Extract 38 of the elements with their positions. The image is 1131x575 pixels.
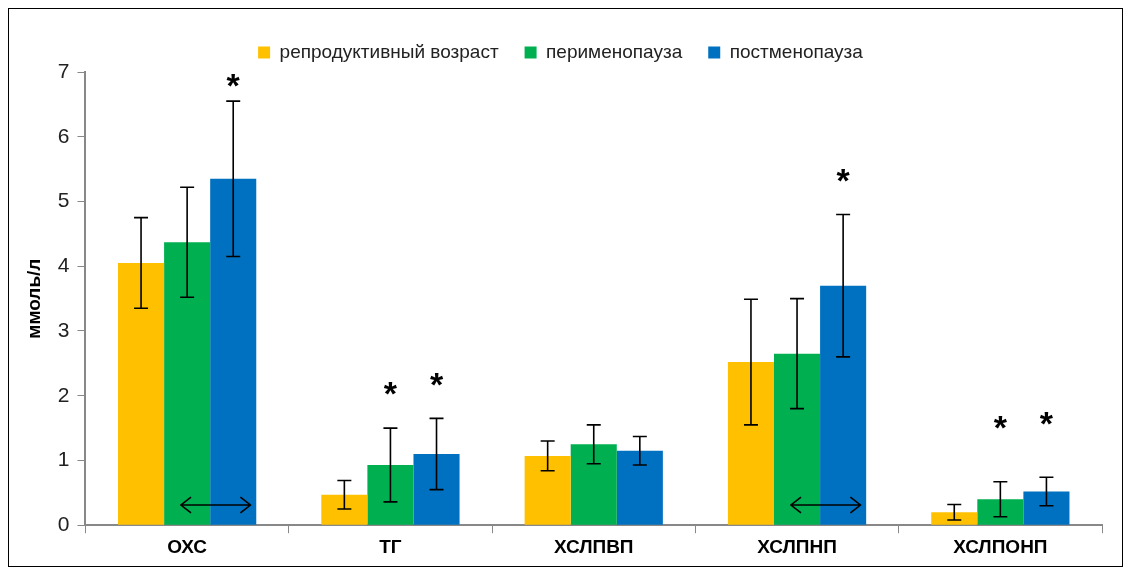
bar [774,353,821,525]
bar [820,285,867,525]
y-tick-label: 7 [57,58,70,82]
bar [931,512,978,525]
y-tick-label: 2 [57,382,70,406]
y-tick-label: 6 [57,123,70,147]
bar [616,450,663,525]
y-tick-label: 1 [57,447,70,471]
annotation: * [226,65,241,104]
legend-label: постменопауза [729,40,864,62]
bar [524,455,571,525]
y-tick-label: 0 [57,512,70,535]
annotation: * [993,408,1008,447]
x-tick-label: ТГ [379,535,402,557]
x-tick-label: ХСЛПНП [757,535,837,557]
legend-label: перименопауза [546,40,683,62]
bar [321,494,368,525]
annotation: * [1039,403,1054,442]
y-tick-label: 4 [57,253,70,277]
bar [118,262,165,525]
bar [977,499,1024,525]
bar [570,444,617,525]
bar [413,453,460,525]
legend-label: репродуктивный возраст [279,40,499,62]
annotation: * [429,364,444,403]
x-tick-label: ХСЛПВП [553,535,634,557]
bar [1023,491,1070,525]
bar [367,464,414,525]
y-tick-label: 5 [57,188,70,212]
bar [727,362,774,525]
x-tick-label: ХСЛПОНП [953,535,1048,557]
bar [164,242,211,525]
x-tick-label: ОХС [167,535,208,557]
y-axis-title: ммоль/л [22,258,44,339]
bar [210,178,257,525]
y-tick-label: 3 [57,317,70,341]
annotation: * [836,160,851,199]
annotation: * [383,374,398,413]
